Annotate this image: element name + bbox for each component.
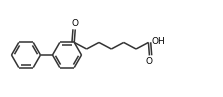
Text: OH: OH — [151, 37, 165, 46]
Text: O: O — [146, 57, 153, 66]
Text: O: O — [72, 19, 79, 28]
